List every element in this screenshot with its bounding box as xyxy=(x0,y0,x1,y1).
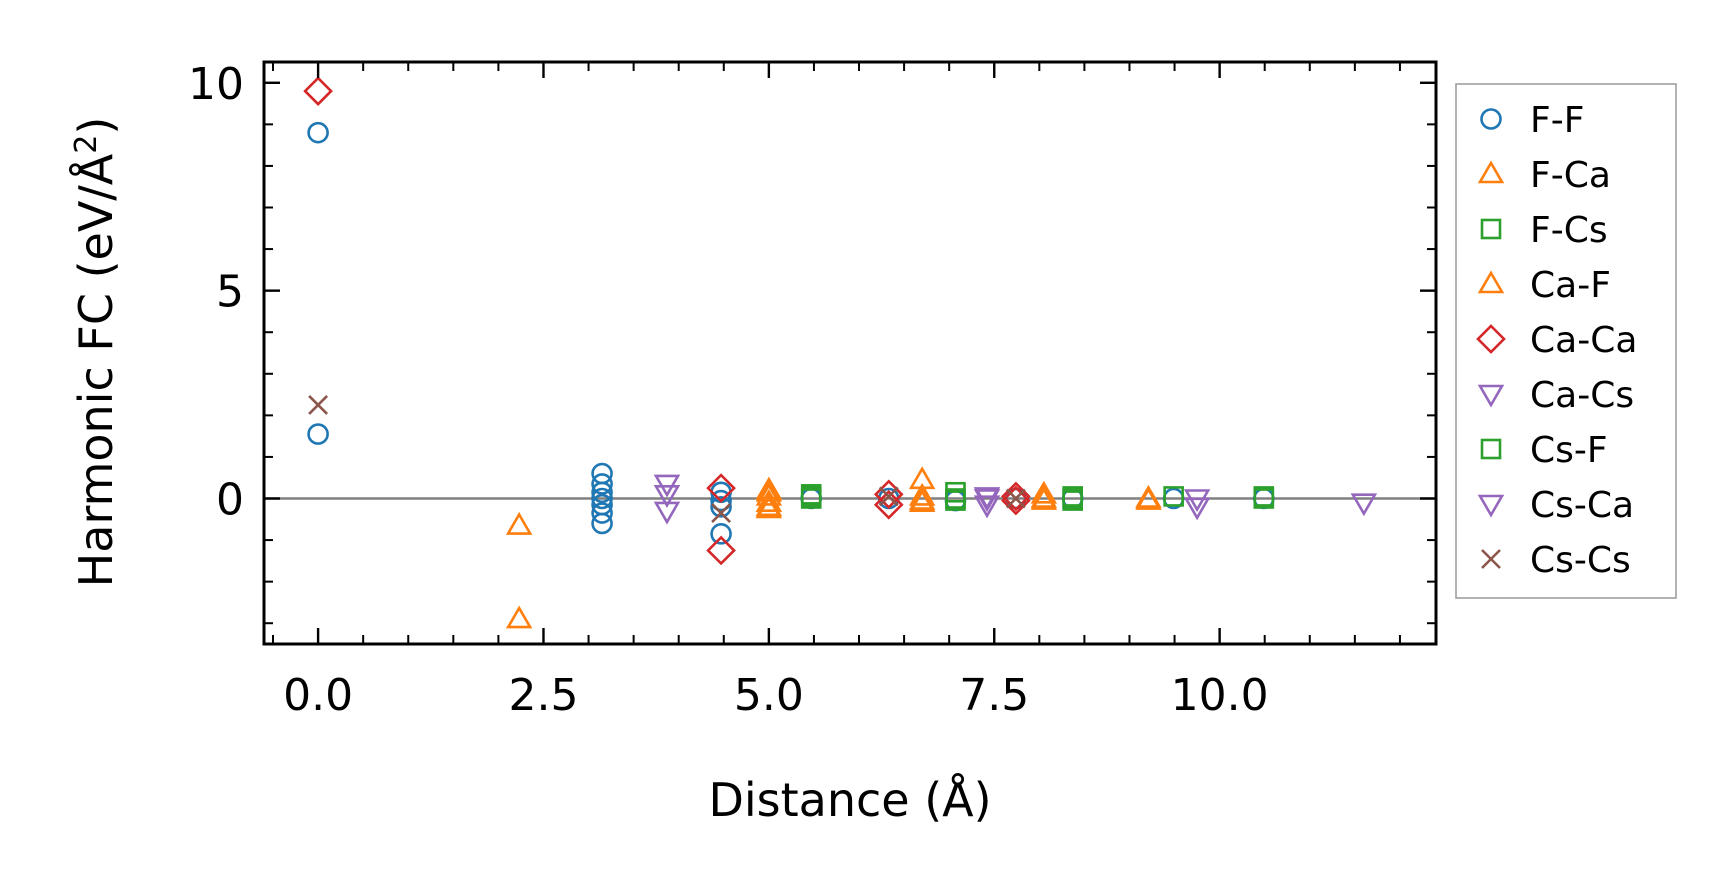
point-cs-f-2 xyxy=(1062,488,1083,509)
y-tick-label-1: 5 xyxy=(216,267,244,318)
point-ca-f-3 xyxy=(908,489,936,512)
legend-item-cs-cs: Cs-Cs xyxy=(1481,540,1631,581)
x-tick-label-4: 10.0 xyxy=(1171,670,1269,721)
point-ca-ca-1 xyxy=(706,473,736,503)
point-cs-ca-0 xyxy=(653,485,681,508)
legend-marker-f-cs xyxy=(1480,218,1502,240)
legend-item-cs-f: Cs-F xyxy=(1480,430,1608,471)
legend-item-f-ca: F-Ca xyxy=(1477,155,1611,196)
legend-items: F-F F-Ca F-Cs Ca-F Ca-Ca Ca-Cs Cs-F Cs-Ca Cs-Cs xyxy=(1476,100,1637,581)
point-f-cs-6 xyxy=(1163,486,1184,507)
point-ca-cs-5 xyxy=(1350,493,1378,517)
legend-item-f-cs: F-Cs xyxy=(1480,210,1608,251)
point-f-f-10 xyxy=(710,489,732,512)
point-f-f-3 xyxy=(591,473,613,495)
point-ca-ca-3 xyxy=(873,479,904,510)
point-f-f-7 xyxy=(591,502,613,524)
point-ca-ca-6 xyxy=(1001,485,1031,516)
point-f-ca-8 xyxy=(1030,480,1058,504)
point-ca-ca-2 xyxy=(706,535,736,566)
legend-marker-ca-ca xyxy=(1476,324,1506,354)
point-f-f-5 xyxy=(591,487,613,510)
point-f-f-11 xyxy=(710,496,732,518)
x-tick-label-0: 0.0 xyxy=(283,670,353,721)
legend-label-f-ca: F-Ca xyxy=(1530,155,1611,196)
x-tick-label-1: 2.5 xyxy=(508,670,578,721)
y-tick-label-2: 10 xyxy=(188,59,244,110)
point-cs-f-0 xyxy=(800,486,822,507)
legend-marker-ca-f xyxy=(1477,270,1505,294)
point-ca-f-1 xyxy=(755,493,783,517)
point-ca-f-0 xyxy=(755,478,783,502)
point-ca-cs-3 xyxy=(973,495,1001,519)
legend-marker-cs-f xyxy=(1480,438,1502,460)
point-f-f-4 xyxy=(591,481,613,504)
legend-label-ca-cs: Ca-Cs xyxy=(1530,375,1634,416)
point-cs-f-3 xyxy=(1253,486,1275,507)
y-axis-label-superscript: 2 xyxy=(69,135,104,154)
x-tick-label-3: 7.5 xyxy=(959,670,1029,721)
legend-label-ca-ca: Ca-Ca xyxy=(1530,320,1637,361)
point-ca-ca-5 xyxy=(1001,481,1031,512)
plot-frame xyxy=(262,60,1438,646)
legend-label-f-f: F-F xyxy=(1530,100,1584,141)
point-cs-cs-2 xyxy=(878,486,899,507)
point-cs-cs-0 xyxy=(308,395,329,415)
legend: F-F F-Ca F-Cs Ca-F Ca-Ca Ca-Cs Cs-F Cs-Ca Cs-Cs xyxy=(1455,83,1677,599)
legend-label-ca-f: Ca-F xyxy=(1530,265,1611,306)
point-f-ca-1 xyxy=(505,605,533,629)
y-axis-label: Harmonic FC (eV/Å2) xyxy=(69,117,123,588)
series-cs-cs xyxy=(308,395,1026,523)
point-cs-ca-1 xyxy=(973,489,1001,513)
series-ca-ca xyxy=(303,76,1031,566)
point-f-ca-3 xyxy=(755,482,783,506)
point-cs-ca-2 xyxy=(1183,497,1211,521)
data-points-layer xyxy=(303,76,1378,629)
x-tick-label-2: 5.0 xyxy=(734,670,804,721)
point-f-f-0 xyxy=(307,121,329,144)
legend-label-cs-f: Cs-F xyxy=(1530,430,1608,471)
point-ca-f-5 xyxy=(1135,486,1162,510)
legend-marker-f-ca xyxy=(1477,160,1505,184)
legend-label-f-cs: F-Cs xyxy=(1530,210,1608,251)
point-f-f-8 xyxy=(591,512,613,535)
legend-marker-cs-ca xyxy=(1477,494,1505,518)
point-cs-cs-1 xyxy=(711,503,731,523)
legend-item-cs-ca: Cs-Ca xyxy=(1477,485,1634,526)
legend-item-ca-ca: Ca-Ca xyxy=(1476,320,1637,361)
legend-item-ca-f: Ca-F xyxy=(1477,265,1611,306)
y-axis-label-close: ) xyxy=(69,117,123,135)
series-ca-f xyxy=(755,466,1162,517)
ticks-layer xyxy=(264,62,1436,644)
point-cs-f-1 xyxy=(945,490,966,511)
y-tick-label-0: 0 xyxy=(216,475,244,526)
point-ca-ca-4 xyxy=(873,489,904,520)
point-ca-f-2 xyxy=(908,466,936,490)
legend-item-ca-cs: Ca-Cs xyxy=(1477,375,1634,416)
legend-label-cs-ca: Cs-Ca xyxy=(1530,485,1634,526)
point-ca-f-4 xyxy=(1030,484,1058,508)
y-axis-label-main: Harmonic FC (eV/Å xyxy=(69,153,123,587)
tick-labels-layer: 0.0 2.5 5.0 7.5 10.0 0 5 10 xyxy=(188,59,1269,721)
legend-marker-f-f xyxy=(1480,108,1502,130)
point-f-ca-0 xyxy=(505,511,533,535)
point-cs-cs-3 xyxy=(1005,488,1026,509)
axes-layer xyxy=(262,60,1438,646)
series-cs-ca xyxy=(653,485,1211,521)
legend-item-f-f: F-F xyxy=(1480,100,1584,141)
point-f-f-12 xyxy=(710,523,732,545)
point-ca-ca-0 xyxy=(303,76,333,106)
x-axis-label: Distance (Å) xyxy=(708,773,991,827)
legend-marker-ca-cs xyxy=(1477,384,1505,408)
point-f-f-1 xyxy=(307,423,329,445)
point-f-ca-6 xyxy=(908,482,936,506)
legend-marker-cs-cs xyxy=(1481,549,1501,569)
series-cs-f xyxy=(800,486,1275,511)
legend-label-cs-cs: Cs-Cs xyxy=(1530,540,1631,581)
